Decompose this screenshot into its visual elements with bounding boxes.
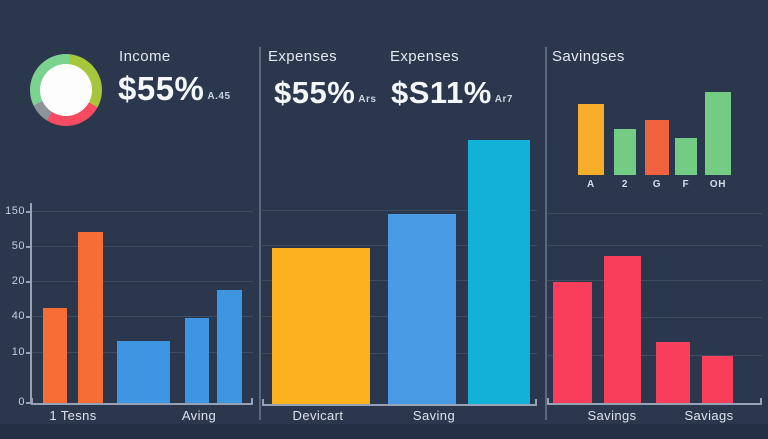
expenses-1-value: $55%: [274, 75, 356, 110]
income-bars-gridline-3: [31, 316, 253, 317]
income-bars-y-axis: [30, 203, 32, 403]
expenses-2-value-sub: Ar7: [494, 94, 513, 105]
income-bars-y-tick-mark: [26, 352, 31, 354]
savings-mini-bar-0: [578, 104, 604, 175]
savings-bars-x-axis-label: Saviags: [684, 408, 734, 423]
income-value: $55%: [118, 70, 205, 107]
expense-bars-x-axis-end-tick-l: [262, 399, 264, 404]
income-bars-x-axis-label: 1 Tesns: [49, 408, 97, 423]
savings-bars-x-axis: [547, 403, 762, 405]
expense-bars-x-axis-label: Devicart: [292, 408, 344, 423]
income-bars-y-tick-label: 10: [11, 346, 25, 358]
expense-bars-bar-2: [468, 140, 530, 404]
income-bars-y-tick-label: 150: [5, 205, 25, 217]
savings-bars-gridline-3: [547, 317, 762, 318]
savings-bars-bar-0: [553, 282, 592, 403]
income-bars-bar-1: [78, 232, 103, 403]
savings-bars-x-axis-label: Savings: [587, 408, 637, 423]
income-bars-bar-2: [117, 341, 170, 403]
savings-bars-bar-3: [702, 356, 733, 403]
income-value-row: $55% A.45: [118, 72, 231, 105]
expenses-2-label: Expenses: [390, 48, 460, 65]
expense-bars-x-axis-end-tick-r: [535, 399, 537, 404]
income-bars-y-tick-mark: [26, 281, 31, 283]
income-bars-x-axis-end-tick-r: [251, 398, 253, 403]
savings-bars-gridline-0: [547, 213, 762, 214]
income-donut-hole: [40, 64, 92, 116]
panel-divider-right: [545, 47, 547, 420]
income-bars-y-tick-label: 50: [11, 240, 25, 252]
income-bars-y-tick-mark: [26, 402, 31, 404]
bottom-strip: [0, 424, 768, 439]
savings-bars-x-axis-end-tick-r: [760, 398, 762, 403]
savings-mini-bar-2: [645, 120, 669, 175]
income-bars-bar-0: [43, 308, 67, 403]
income-bars-x-axis-end-tick-l: [31, 398, 33, 403]
savings-bars-bar-1: [604, 256, 641, 403]
savings-bars-x-axis-end-tick-l: [547, 398, 549, 403]
income-bars-y-tick-label: 20: [11, 275, 25, 287]
income-bars-y-tick-label: 40: [11, 310, 25, 322]
income-bars-bar-4: [217, 290, 242, 403]
income-bars-bar-3: [185, 318, 209, 403]
expense-bars-bar-0: [272, 248, 370, 404]
income-value-sub: A.45: [207, 91, 231, 102]
savings-bars-gridline-2: [547, 280, 762, 281]
savings-mini-x-axis-label: A: [586, 179, 596, 190]
savings-mini-bar-4: [705, 92, 731, 175]
expenses-2-value: $S11%: [391, 75, 492, 110]
expense-bars-gridline-0: [262, 210, 537, 211]
income-bars-y-tick-mark: [26, 316, 31, 318]
expenses-2-value-row: $S11% Ar7: [391, 77, 513, 108]
income-bars-gridline-2: [31, 281, 253, 282]
savings-mini-x-axis-label: F: [682, 179, 690, 190]
savings-bars-bar-2: [656, 342, 690, 403]
income-bars-y-tick-mark: [26, 211, 31, 213]
expenses-1-value-row: $55% Ars: [274, 77, 376, 108]
expense-bars-bar-1: [388, 214, 456, 404]
income-bars-y-tick-label: 0: [18, 396, 25, 408]
savings-mini-bar-1: [614, 129, 636, 175]
savings-mini-x-axis-label: G: [652, 179, 662, 190]
expense-bars-x-axis: [262, 404, 537, 406]
income-bars-x-axis-label: Aving: [181, 408, 217, 423]
savings-bars-gridline-1: [547, 245, 762, 246]
income-bars-gridline-0: [31, 211, 253, 212]
income-label: Income: [119, 48, 171, 65]
expenses-1-value-sub: Ars: [358, 94, 377, 105]
expense-bars-x-axis-label: Saving: [412, 408, 456, 423]
savings-mini-bar-3: [675, 138, 697, 175]
expenses-1-label: Expenses: [268, 48, 338, 65]
savings-bars-gridline-4: [547, 355, 762, 356]
savings-mini-x-axis-label: OH: [709, 179, 727, 190]
income-bars-gridline-1: [31, 246, 253, 247]
savings-mini-x-axis-label: 2: [621, 179, 629, 190]
income-bars-y-tick-mark: [26, 246, 31, 248]
panel-divider-left: [259, 47, 261, 420]
savings-label: Savingses: [552, 48, 625, 65]
income-bars-x-axis: [31, 403, 253, 405]
